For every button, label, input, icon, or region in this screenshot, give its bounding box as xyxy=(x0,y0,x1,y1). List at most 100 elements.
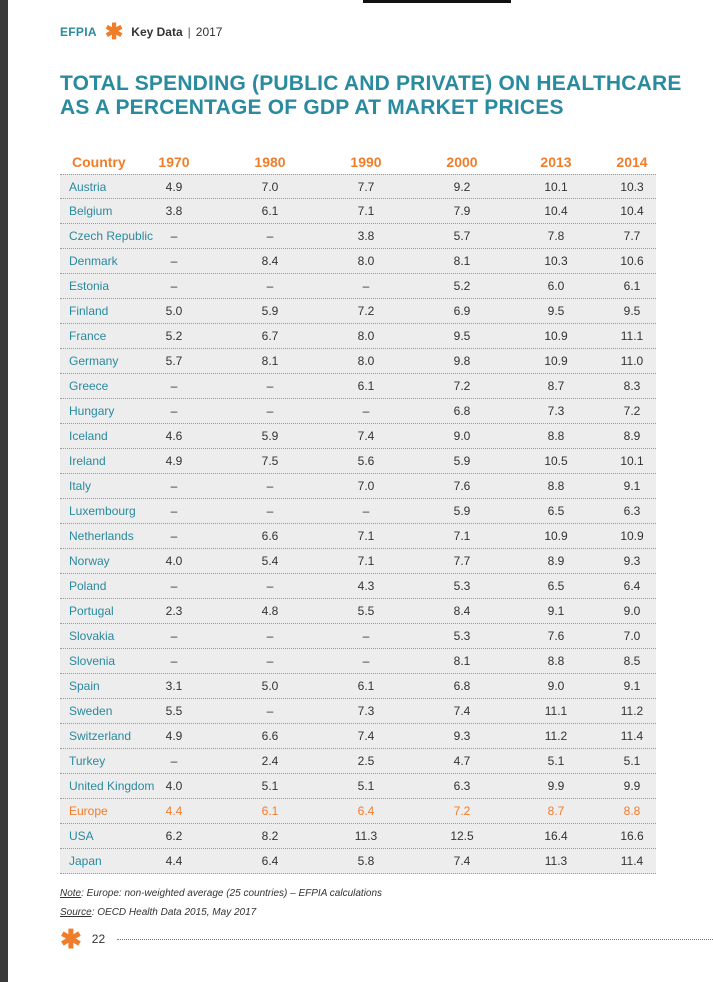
row-value: 11.1 xyxy=(544,704,568,718)
row-value: 3.1 xyxy=(165,679,183,693)
row-value: 8.0 xyxy=(357,354,375,368)
row-value: 10.9 xyxy=(544,354,568,368)
row-country: Slovakia xyxy=(69,629,115,643)
table-row: Hungary – – – 6.8 7.3 7.2 xyxy=(60,399,656,424)
column-header-year: 1970 xyxy=(158,154,190,170)
row-value: – xyxy=(170,654,178,668)
row-value: 8.1 xyxy=(261,354,279,368)
row-value: 7.7 xyxy=(357,179,375,194)
row-value: 11.1 xyxy=(620,329,644,343)
row-country: Poland xyxy=(69,579,107,593)
table-row: Greece – – 6.1 7.2 8.7 8.3 xyxy=(60,374,656,399)
row-country: Germany xyxy=(69,354,119,368)
row-value: 10.9 xyxy=(620,529,644,543)
row-country: Hungary xyxy=(69,404,115,418)
row-country: Denmark xyxy=(69,254,118,268)
row-value: 5.3 xyxy=(453,629,471,643)
row-value: 9.3 xyxy=(453,729,471,743)
row-value: 10.3 xyxy=(544,254,568,268)
row-value: 8.1 xyxy=(453,654,471,668)
row-value: 5.2 xyxy=(453,279,471,293)
row-value: 7.4 xyxy=(453,704,471,718)
row-country: Sweden xyxy=(69,704,113,718)
row-value: – xyxy=(266,504,274,518)
source-text: : OECD Health Data 2015, May 2017 xyxy=(91,907,257,918)
row-value: 8.9 xyxy=(623,429,641,443)
row-value: 4.7 xyxy=(453,754,471,768)
row-value: 8.4 xyxy=(261,254,279,268)
row-country: United Kingdom xyxy=(69,779,155,793)
row-value: 9.2 xyxy=(453,179,471,194)
table-row: Switzerland 4.9 6.6 7.4 9.3 11.2 11.4 xyxy=(60,724,656,749)
table-header: Country 1970 1980 1990 2000 2013 2014 xyxy=(60,150,656,174)
row-country: Portugal xyxy=(69,604,114,618)
row-value: 11.3 xyxy=(544,854,568,868)
row-value: – xyxy=(362,279,370,293)
title-line-2: AS A PERCENTAGE OF GDP AT MARKET PRICES xyxy=(60,96,564,119)
column-header-year: 1990 xyxy=(350,154,382,170)
row-value: 8.7 xyxy=(547,379,565,393)
row-value: – xyxy=(266,579,274,593)
row-value: 10.9 xyxy=(544,329,568,343)
row-value: 10.4 xyxy=(544,204,568,218)
row-value: 5.7 xyxy=(453,229,471,243)
row-country: France xyxy=(69,329,107,343)
row-value: 9.0 xyxy=(547,679,565,693)
row-country: Czech Republic xyxy=(69,229,154,243)
window-top-edge xyxy=(363,0,511,3)
row-country: Spain xyxy=(69,679,100,693)
table-row: Poland – – 4.3 5.3 6.5 6.4 xyxy=(60,574,656,599)
row-value: – xyxy=(266,379,274,393)
row-value: – xyxy=(266,654,274,668)
row-value: 7.1 xyxy=(453,529,471,543)
table-body: Austria 4.9 7.0 7.7 9.2 10.1 10.3 Belgium 3.8 6.1… xyxy=(60,174,656,874)
row-value: 8.0 xyxy=(357,329,375,343)
row-value: 4.6 xyxy=(165,429,183,443)
table-row: Iceland 4.6 5.9 7.4 9.0 8.8 8.9 xyxy=(60,424,656,449)
row-value: – xyxy=(266,404,274,418)
row-country: Finland xyxy=(69,304,109,318)
row-country: Estonia xyxy=(69,279,110,293)
row-value: 7.2 xyxy=(357,304,375,318)
row-value: – xyxy=(362,504,370,518)
note-line: Note: Europe: non-weighted average (25 c… xyxy=(60,884,382,903)
row-value: 4.9 xyxy=(165,729,183,743)
row-value: 6.1 xyxy=(357,379,375,393)
row-value: 7.2 xyxy=(453,379,471,393)
row-value: 7.7 xyxy=(453,554,471,568)
table-row: Japan 4.4 6.4 5.8 7.4 11.3 11.4 xyxy=(60,849,656,874)
row-value: 4.4 xyxy=(165,804,183,818)
row-value: 8.9 xyxy=(547,554,565,568)
table-row: Norway 4.0 5.4 7.1 7.7 8.9 9.3 xyxy=(60,549,656,574)
row-value: 6.3 xyxy=(453,779,471,793)
table-row: Netherlands – 6.6 7.1 7.1 10.9 10.9 xyxy=(60,524,656,549)
row-country: Turkey xyxy=(69,754,106,768)
table-row: United Kingdom 4.0 5.1 5.1 6.3 9.9 9.9 xyxy=(60,774,656,799)
row-value: 9.8 xyxy=(453,354,471,368)
row-value: 11.4 xyxy=(620,854,644,868)
table-row: Portugal 2.3 4.8 5.5 8.4 9.1 9.0 xyxy=(60,599,656,624)
row-value: 7.1 xyxy=(357,529,375,543)
table-row: Sweden 5.5 – 7.3 7.4 11.1 11.2 xyxy=(60,699,656,724)
row-value: 7.8 xyxy=(547,229,565,243)
row-value: 7.0 xyxy=(357,479,375,493)
row-value: 4.9 xyxy=(165,179,183,194)
row-value: 4.4 xyxy=(165,854,183,868)
row-value: 5.5 xyxy=(165,704,183,718)
row-value: 10.6 xyxy=(620,254,644,268)
table-row: Slovenia – – – 8.1 8.8 8.5 xyxy=(60,649,656,674)
row-country: Switzerland xyxy=(69,729,132,743)
row-value: 7.2 xyxy=(623,404,641,418)
row-value: 4.8 xyxy=(261,604,279,618)
table-row: Austria 4.9 7.0 7.7 9.2 10.1 10.3 xyxy=(60,174,656,199)
table-row: Italy – – 7.0 7.6 8.8 9.1 xyxy=(60,474,656,499)
asterisk-icon: ✱ xyxy=(60,924,82,954)
row-value: 11.4 xyxy=(620,729,644,743)
column-header-year: 2000 xyxy=(446,154,478,170)
row-value: 7.7 xyxy=(623,229,641,243)
row-value: 6.4 xyxy=(261,854,279,868)
row-value: – xyxy=(266,704,274,718)
section-label: Key Data xyxy=(131,25,183,39)
row-value: 7.4 xyxy=(357,729,375,743)
row-value: – xyxy=(170,229,178,243)
